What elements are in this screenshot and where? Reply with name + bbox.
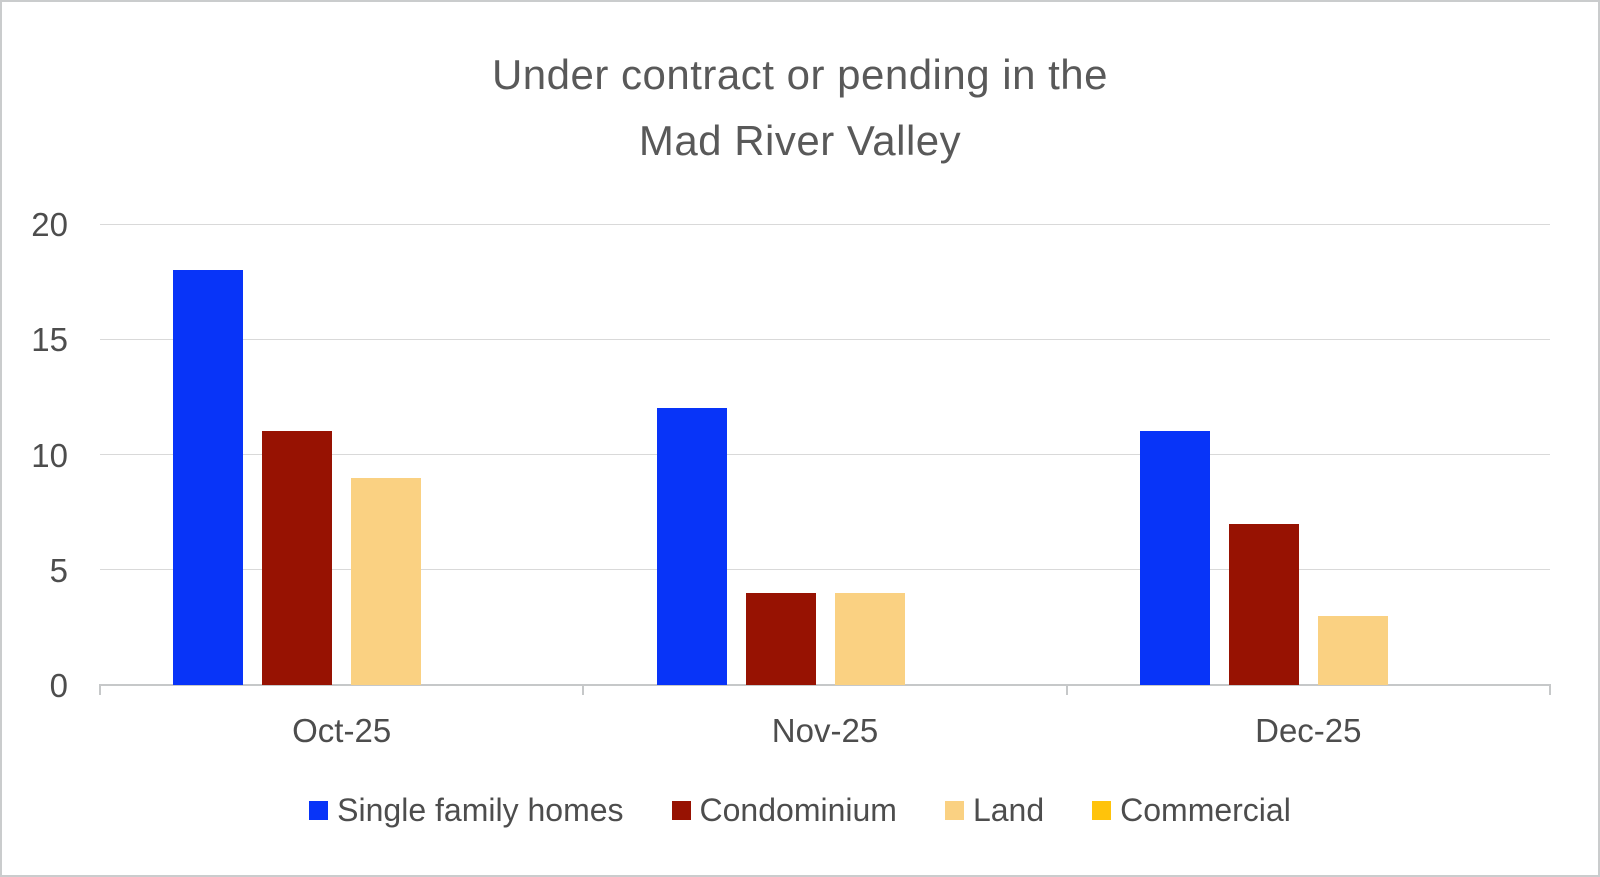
gridline-y-10 <box>100 454 1550 455</box>
legend-label: Land <box>972 792 1045 828</box>
bar-single-family-homes-dec-25 <box>1139 431 1210 685</box>
legend-label: Commercial <box>1120 792 1291 828</box>
bar-land-dec-25 <box>1317 615 1388 685</box>
legend-swatch-icon <box>1092 800 1112 820</box>
y-axis-tick-label: 15 <box>31 321 68 359</box>
legend-label: Single family homes <box>337 792 624 828</box>
bar-single-family-homes-oct-25 <box>173 270 244 685</box>
x-axis-category-label: Nov-25 <box>771 712 879 749</box>
y-axis-tick-label: 5 <box>49 551 68 589</box>
chart-title: Under contract or pending in the Mad Riv… <box>2 42 1598 174</box>
gridline-y-20 <box>100 223 1550 225</box>
legend-item-condominium: Condominium <box>671 792 897 828</box>
chart-title-line-1: Under contract or pending in the <box>491 51 1109 98</box>
gridline-y-5 <box>100 569 1550 571</box>
x-axis-tick <box>582 684 585 695</box>
x-axis-category-label: Oct-25 <box>292 712 392 749</box>
legend-item-land: Land <box>944 792 1045 828</box>
legend-label: Condominium <box>699 792 897 828</box>
bar-land-nov-25 <box>834 592 905 685</box>
legend-swatch-icon <box>671 800 691 820</box>
y-axis-tick-label: 0 <box>49 667 68 704</box>
legend-item-single-family-homes: Single family homes <box>309 792 624 828</box>
gridline-y-15 <box>100 338 1550 340</box>
y-axis-tick-label: 20 <box>31 206 68 243</box>
legend: Single family homes Condominium Land Commer… <box>2 792 1598 828</box>
legend-swatch-icon <box>309 800 329 820</box>
bar-condominium-nov-25 <box>745 592 816 685</box>
x-axis-line <box>100 684 1550 686</box>
legend-item-commercial: Commercial <box>1092 792 1291 828</box>
bar-single-family-homes-nov-25 <box>656 408 727 685</box>
x-axis-tick <box>99 684 101 695</box>
legend-swatch-icon <box>944 800 964 820</box>
x-axis-tick <box>1065 684 1068 695</box>
chart-title-line-2: Mad River Valley <box>638 117 962 164</box>
y-axis-tick-label: 10 <box>31 436 68 474</box>
bar-land-oct-25 <box>351 477 422 685</box>
x-axis-category-label: Dec-25 <box>1255 712 1362 749</box>
bar-condominium-dec-25 <box>1228 523 1299 685</box>
x-axis-tick <box>1549 684 1551 695</box>
bar-condominium-oct-25 <box>262 431 333 685</box>
